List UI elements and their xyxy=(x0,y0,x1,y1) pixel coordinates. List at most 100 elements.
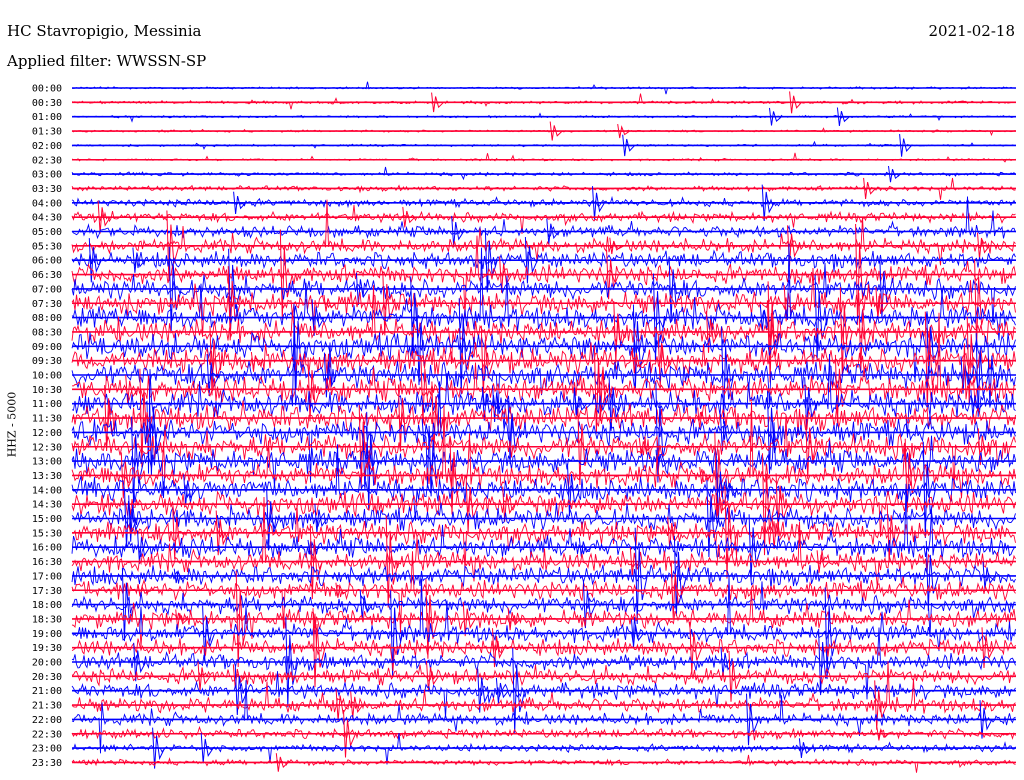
event-spike xyxy=(421,418,435,447)
row-label-0330: 03:30 xyxy=(32,184,62,195)
event-spike xyxy=(402,206,416,228)
event-spike xyxy=(706,479,720,558)
event-spike xyxy=(771,516,785,550)
event-spike xyxy=(874,680,888,730)
row-label-0800: 08:00 xyxy=(32,313,62,324)
event-spike xyxy=(495,677,509,704)
trace-row-1430 xyxy=(71,490,1016,537)
station-title: HC Stavropigio, Messinia xyxy=(7,22,202,40)
row-label-0500: 05:00 xyxy=(32,227,62,238)
row-label-0930: 09:30 xyxy=(32,356,62,367)
row-label-2300: 23:00 xyxy=(32,744,62,755)
event-spike xyxy=(431,92,444,113)
row-label-1430: 14:30 xyxy=(32,500,62,511)
trace-row-2000 xyxy=(71,627,1016,700)
event-spike xyxy=(215,510,229,556)
event-spike xyxy=(608,376,622,431)
event-spike xyxy=(761,184,775,222)
event-spike xyxy=(748,514,762,581)
event-spike xyxy=(805,414,819,479)
event-spike xyxy=(875,287,889,320)
event-spike xyxy=(655,382,669,483)
trace-row-1030 xyxy=(71,312,1016,405)
event-spike xyxy=(863,177,876,200)
event-spike xyxy=(689,621,703,674)
event-spike xyxy=(899,134,912,157)
row-label-0130: 01:30 xyxy=(32,127,62,138)
row-label-1730: 17:30 xyxy=(32,586,62,597)
trace-row-1330 xyxy=(71,401,1016,499)
event-spike xyxy=(120,452,134,499)
row-label-0700: 07:00 xyxy=(32,284,62,295)
time-tick-labels: 00:00 00:30 01:00 01:30 02:00 02:30 03:00 03:30… xyxy=(32,84,62,769)
row-label-1200: 12:00 xyxy=(32,428,62,439)
event-spike xyxy=(578,537,592,557)
event-spike xyxy=(451,215,465,248)
trace-row-2330 xyxy=(71,754,1016,773)
event-spike xyxy=(577,408,591,486)
event-spike xyxy=(88,238,102,283)
row-label-0030: 00:30 xyxy=(32,98,62,109)
event-spike xyxy=(592,186,605,220)
event-spike xyxy=(574,391,588,417)
trace-row-2100 xyxy=(71,671,1016,718)
row-label-0830: 08:30 xyxy=(32,327,62,338)
event-spike xyxy=(492,628,505,668)
row-label-0900: 09:00 xyxy=(32,342,62,353)
row-label-1330: 13:30 xyxy=(32,471,62,482)
event-spike xyxy=(922,441,936,539)
trace-row-2130 xyxy=(71,661,1016,714)
row-label-1000: 10:00 xyxy=(32,371,62,382)
event-spike xyxy=(128,495,142,542)
trace-row-1300 xyxy=(71,422,1016,499)
row-label-0730: 07:30 xyxy=(32,299,62,310)
event-spike xyxy=(366,411,380,511)
event-spike xyxy=(465,475,479,533)
event-spike xyxy=(275,753,289,772)
row-label-1630: 16:30 xyxy=(32,557,62,568)
event-spike xyxy=(234,666,248,716)
row-label-1030: 10:30 xyxy=(32,385,62,396)
event-spike xyxy=(798,738,812,758)
trace-row-0100 xyxy=(71,112,1016,123)
event-spike xyxy=(970,389,984,418)
event-spike xyxy=(183,474,197,506)
event-spike xyxy=(385,515,399,608)
event-spike xyxy=(97,200,111,234)
filter-label: Applied filter: WWSSN-SP xyxy=(7,52,207,70)
event-spike xyxy=(232,664,246,689)
row-label-1800: 18:00 xyxy=(32,600,62,611)
event-spike xyxy=(462,601,476,637)
trace-row-1200 xyxy=(71,381,1016,488)
row-label-1500: 15:00 xyxy=(32,514,62,525)
event-spike xyxy=(382,271,396,336)
event-spike xyxy=(977,232,990,260)
event-spike xyxy=(982,561,996,591)
event-spike xyxy=(507,607,521,631)
row-label-0430: 04:30 xyxy=(32,213,62,224)
trace-row-1830 xyxy=(71,589,1016,647)
event-spike xyxy=(818,628,832,696)
event-spike xyxy=(617,124,630,139)
event-spike xyxy=(484,228,498,293)
event-spike xyxy=(706,310,719,353)
row-label-1130: 11:30 xyxy=(32,414,62,425)
row-label-2200: 22:00 xyxy=(32,715,62,726)
event-spike xyxy=(104,385,118,452)
trace-row-0900 xyxy=(71,331,1016,383)
event-spike xyxy=(546,218,560,245)
event-spike xyxy=(657,333,671,388)
row-label-2230: 22:30 xyxy=(32,729,62,740)
event-spike xyxy=(139,368,153,468)
trace-row-1800 xyxy=(71,581,1016,637)
event-spike xyxy=(631,348,645,374)
trace-row-0800 xyxy=(71,243,1016,341)
trace-row-0400 xyxy=(71,195,1016,209)
row-label-1530: 15:30 xyxy=(32,528,62,539)
event-spike xyxy=(227,266,241,341)
event-spike xyxy=(166,210,180,282)
event-spike xyxy=(228,248,242,330)
event-spike xyxy=(789,91,802,114)
trace-row-2300 xyxy=(71,733,1016,765)
